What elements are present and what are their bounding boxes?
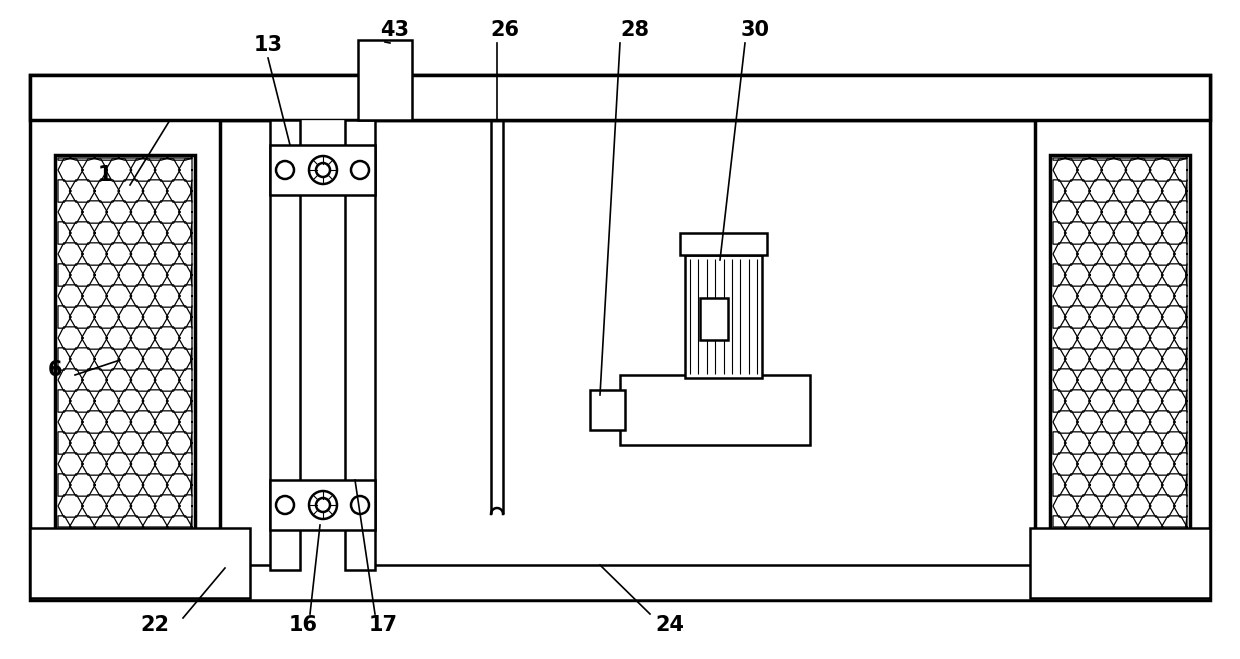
Bar	[1030, 528, 1210, 598]
Bar	[300, 120, 345, 570]
Bar	[1050, 155, 1190, 530]
Bar	[30, 565, 1210, 600]
Circle shape	[309, 156, 337, 184]
Bar	[270, 145, 374, 195]
Bar	[620, 375, 810, 445]
Bar	[270, 120, 300, 570]
Circle shape	[309, 491, 337, 519]
Circle shape	[351, 496, 370, 514]
Text: 28: 28	[620, 20, 650, 40]
Bar	[219, 120, 1035, 570]
Circle shape	[277, 496, 294, 514]
Bar	[55, 155, 195, 530]
Bar	[358, 40, 412, 120]
Circle shape	[316, 163, 330, 177]
Text: 16: 16	[289, 615, 317, 635]
Circle shape	[277, 161, 294, 179]
Bar	[30, 75, 1210, 120]
Bar	[590, 390, 625, 430]
Bar	[270, 480, 374, 530]
Text: 30: 30	[740, 20, 770, 40]
Text: 1: 1	[98, 165, 113, 185]
Bar	[701, 298, 728, 340]
Text: 17: 17	[368, 615, 398, 635]
Circle shape	[316, 498, 330, 512]
Text: 26: 26	[491, 20, 520, 40]
Text: 43: 43	[381, 20, 409, 40]
Text: 22: 22	[140, 615, 170, 635]
Circle shape	[351, 161, 370, 179]
Text: 6: 6	[48, 360, 62, 380]
Text: 13: 13	[253, 35, 283, 55]
Text: 24: 24	[656, 615, 684, 635]
Bar	[30, 528, 250, 598]
Bar	[684, 255, 763, 378]
Bar	[680, 233, 768, 255]
Bar	[30, 75, 1210, 600]
Bar	[345, 120, 374, 570]
